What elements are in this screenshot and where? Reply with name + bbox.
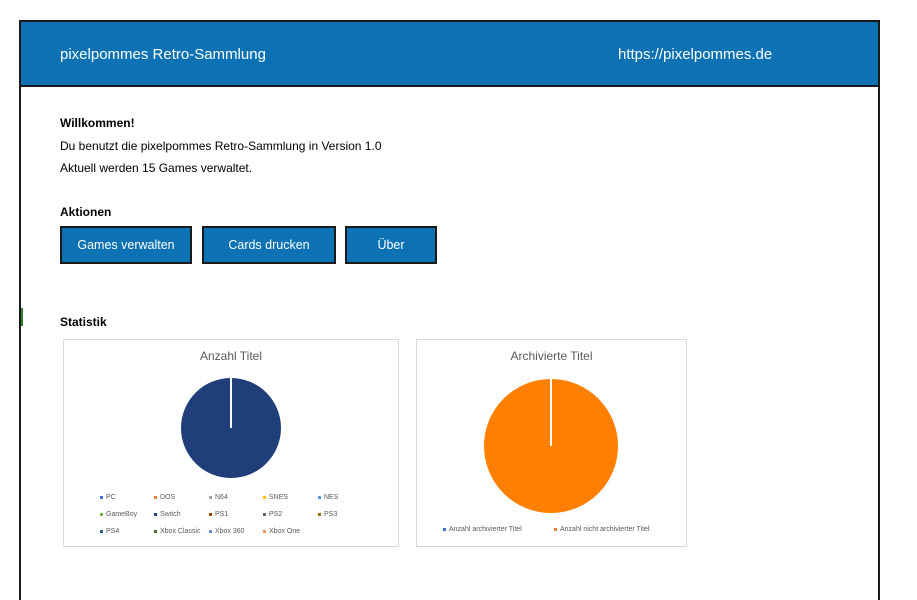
legend-item: PC xyxy=(100,494,116,501)
welcome-heading: Willkommen! xyxy=(60,116,135,130)
legend-label: DOS xyxy=(160,494,176,501)
legend-item: PS4 xyxy=(100,528,119,535)
legend-swatch xyxy=(318,512,321,516)
legend-swatch xyxy=(209,512,212,516)
legend-swatch xyxy=(263,512,266,516)
archived-chart-title: Archivierte Titel xyxy=(510,349,593,363)
legend-swatch xyxy=(100,512,103,516)
legend-label: Anzahl archivierter Titel xyxy=(449,526,522,533)
print-cards-button[interactable]: Cards drucken xyxy=(202,226,336,264)
titles-pie-chart xyxy=(181,378,281,478)
legend-label: Xbox 360 xyxy=(215,528,245,535)
legend-swatch xyxy=(100,529,103,533)
legend-item: GameBoy xyxy=(100,511,137,518)
website-link[interactable]: https://pixelpommes.de xyxy=(618,46,773,63)
legend-swatch xyxy=(154,495,157,499)
header-bar: pixelpommes Retro-Sammlung https://pixel… xyxy=(21,22,878,87)
legend-swatch xyxy=(209,529,212,533)
app-title: pixelpommes Retro-Sammlung xyxy=(60,46,266,63)
titles-chart: Anzahl Titel PC DOS N64 SNES NES GameBoy Switc… xyxy=(63,339,399,547)
legend-label: PS1 xyxy=(215,511,229,518)
legend-item: Xbox 360 xyxy=(209,528,245,535)
manage-games-button[interactable]: Games verwalten xyxy=(60,226,192,264)
legend-item: Xbox Classic xyxy=(154,528,200,535)
app-frame: pixelpommes Retro-Sammlung https://pixel… xyxy=(19,20,880,600)
legend-label: N64 xyxy=(215,494,228,501)
legend-swatch xyxy=(154,512,157,516)
legend-label: PS2 xyxy=(269,511,283,518)
legend-label: PS4 xyxy=(106,528,120,535)
legend-item: PS3 xyxy=(318,511,337,518)
legend-item: SNES xyxy=(263,494,288,501)
actions-heading: Aktionen xyxy=(60,205,112,219)
titles-chart-title: Anzahl Titel xyxy=(199,349,263,363)
legend-label: PC xyxy=(106,494,116,501)
legend-swatch xyxy=(443,527,446,531)
legend-label: GameBoy xyxy=(106,511,138,518)
version-text: Du benutzt die pixelpommes Retro-Sammlun… xyxy=(60,139,382,153)
archived-pie-chart xyxy=(484,379,618,513)
legend-item: PS1 xyxy=(209,511,228,518)
archived-chart: Archivierte Titel Anzahl archivierter Ti… xyxy=(416,339,687,547)
legend-item: N64 xyxy=(209,494,228,501)
legend-item: Anzahl archivierter Titel xyxy=(443,526,522,533)
legend-item: Xbox One xyxy=(263,528,300,535)
legend-label: Xbox Classic xyxy=(160,528,201,535)
about-button[interactable]: Über xyxy=(345,226,437,264)
legend-swatch xyxy=(154,529,157,533)
legend-swatch xyxy=(554,527,557,531)
legend-swatch xyxy=(209,495,212,499)
legend-label: SNES xyxy=(269,494,289,501)
legend-swatch xyxy=(263,529,266,533)
legend-swatch xyxy=(318,495,321,499)
legend-item: DOS xyxy=(154,494,175,501)
legend-item: Switch xyxy=(154,511,181,518)
legend-label: Xbox One xyxy=(269,528,301,535)
games-count-text: Aktuell werden 15 Games verwaltet. xyxy=(60,161,253,175)
statistics-heading: Statistik xyxy=(60,315,107,329)
legend-label: NES xyxy=(324,494,339,501)
legend-label: Switch xyxy=(160,511,181,518)
legend-label: PS3 xyxy=(324,511,338,518)
legend-item: Anzahl nicht archivierter Titel xyxy=(554,526,649,533)
legend-label: Anzahl nicht archivierter Titel xyxy=(560,526,650,533)
legend-swatch xyxy=(263,495,266,499)
legend-item: NES xyxy=(318,494,338,501)
frame-marker xyxy=(21,308,23,326)
legend-swatch xyxy=(100,495,103,499)
legend-item: PS2 xyxy=(263,511,282,518)
